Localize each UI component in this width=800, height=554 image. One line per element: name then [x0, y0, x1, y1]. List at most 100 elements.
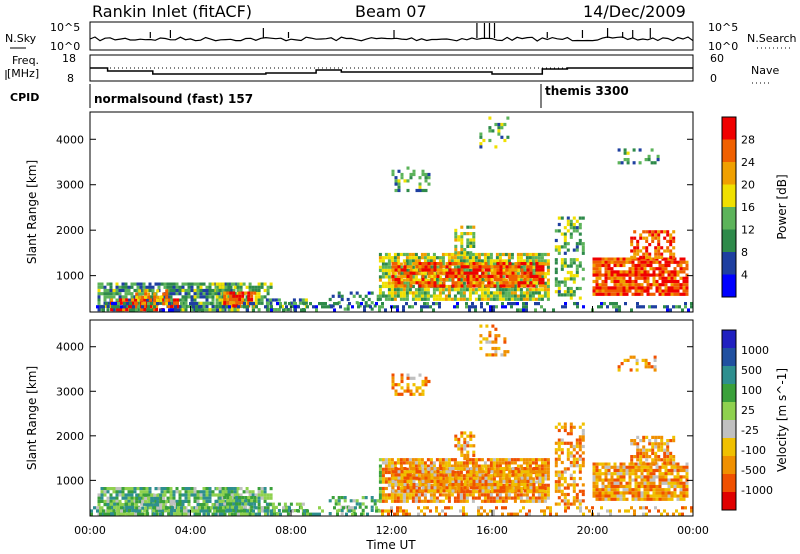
heatmap-cell: [667, 497, 671, 501]
heatmap-cell: [525, 262, 529, 266]
heatmap-cell: [610, 488, 614, 492]
heatmap-cell: [664, 263, 668, 268]
heatmap-cell: [569, 274, 573, 278]
heatmap-cell: [563, 290, 567, 294]
heatmap-cell: [426, 458, 430, 462]
heatmap-cell: [670, 270, 674, 274]
heatmap-cell: [560, 216, 564, 220]
heatmap-cell: [655, 491, 659, 495]
heatmap-cell: [499, 489, 503, 493]
heatmap-cell: [507, 464, 511, 468]
heatmap-cell: [135, 503, 139, 507]
heatmap-cell: [447, 458, 451, 462]
heatmap-cell: [400, 172, 404, 177]
heatmap-cell: [486, 262, 490, 266]
heatmap-cell: [664, 475, 668, 479]
heatmap-cell: [378, 470, 382, 475]
heatmap-cell: [432, 461, 436, 465]
heatmap-cell: [525, 281, 529, 285]
heatmap-cell: [384, 480, 388, 484]
heatmap-cell: [685, 472, 689, 476]
heatmap-cell: [403, 274, 407, 278]
heatmap-cell: [178, 298, 182, 302]
heatmap-cell: [117, 305, 120, 309]
heatmap-cell: [525, 256, 529, 260]
heatmap-cell: [492, 477, 496, 481]
heatmap-cell: [459, 493, 463, 497]
heatmap-cell: [610, 491, 614, 495]
heatmap-cell: [199, 493, 203, 497]
heatmap-cell: [460, 450, 464, 454]
heatmap-cell: [566, 441, 570, 445]
heatmap-cell: [640, 257, 644, 261]
heatmap-cell: [125, 512, 129, 516]
heatmap-cell: [208, 499, 212, 503]
heatmap-cell: [613, 491, 617, 495]
heatmap-cell: [266, 292, 270, 296]
heatmap-cell: [250, 505, 254, 509]
heatmap-cell: [397, 265, 401, 269]
heatmap-cell: [505, 479, 509, 483]
heatmap-cell: [238, 496, 242, 500]
heatmap-cell: [118, 295, 122, 299]
heatmap-cell: [435, 499, 439, 503]
heatmap-cell: [493, 284, 497, 288]
heatmap-cell: [601, 289, 605, 293]
heatmap-cell: [658, 270, 662, 274]
heatmap-cell: [115, 490, 119, 494]
heatmap-cell: [381, 268, 385, 273]
heatmap-cell: [576, 305, 579, 309]
heatmap-cell: [535, 268, 539, 272]
heatmap-cell: [514, 278, 518, 282]
heatmap-cell: [672, 255, 676, 259]
heatmap-cell: [489, 294, 493, 298]
heatmap-cell: [604, 475, 608, 479]
heatmap-cell: [471, 252, 475, 257]
heatmap-cell: [172, 493, 176, 497]
heatmap-cell: [475, 473, 479, 477]
heatmap-cell: [393, 464, 397, 468]
heatmap-cell: [442, 281, 446, 285]
heatmap-cell: [508, 262, 512, 266]
heatmap-cell: [451, 271, 455, 275]
heatmap-cell: [415, 386, 419, 390]
heatmap-cell: [463, 444, 467, 448]
colorbar-tick-label: 20: [741, 179, 755, 192]
heatmap-cell: [685, 273, 689, 277]
heatmap-cell: [288, 302, 291, 306]
heatmap-cell: [450, 288, 454, 292]
heatmap-cell: [402, 278, 406, 282]
heatmap-cell: [173, 512, 177, 516]
heatmap-cell: [529, 284, 533, 288]
heatmap-cell: [420, 458, 424, 462]
heatmap-cell: [151, 499, 155, 503]
heatmap-cell: [448, 483, 452, 487]
heatmap-cell: [427, 265, 431, 269]
heatmap-cell: [480, 464, 484, 468]
heatmap-cell: [205, 304, 209, 309]
heatmap-cell: [494, 353, 498, 357]
heatmap-cell: [424, 265, 428, 269]
heatmap-cell: [184, 308, 188, 312]
heatmap-cell: [442, 278, 446, 282]
heatmap-cell: [266, 285, 270, 289]
heatmap-cell: [187, 487, 191, 491]
heatmap-cell: [124, 493, 128, 497]
heatmap-cell: [598, 257, 602, 261]
heatmap-cell: [484, 473, 488, 477]
heatmap-cell: [411, 265, 415, 269]
heatmap-cell: [136, 304, 140, 309]
heatmap-cell: [442, 479, 446, 483]
heatmap-cell: [274, 298, 278, 302]
heatmap-cell: [229, 285, 233, 289]
heatmap-cell: [497, 129, 501, 133]
heatmap-cell: [538, 479, 542, 483]
heatmap-cell: [640, 273, 644, 277]
heatmap-cell: [619, 494, 623, 498]
heatmap-cell: [400, 268, 404, 272]
heatmap-cell: [557, 483, 561, 487]
heatmap-cell: [575, 245, 579, 249]
heatmap-cell: [655, 475, 659, 479]
heatmap-cell: [566, 219, 570, 223]
heatmap-cell: [444, 284, 448, 289]
